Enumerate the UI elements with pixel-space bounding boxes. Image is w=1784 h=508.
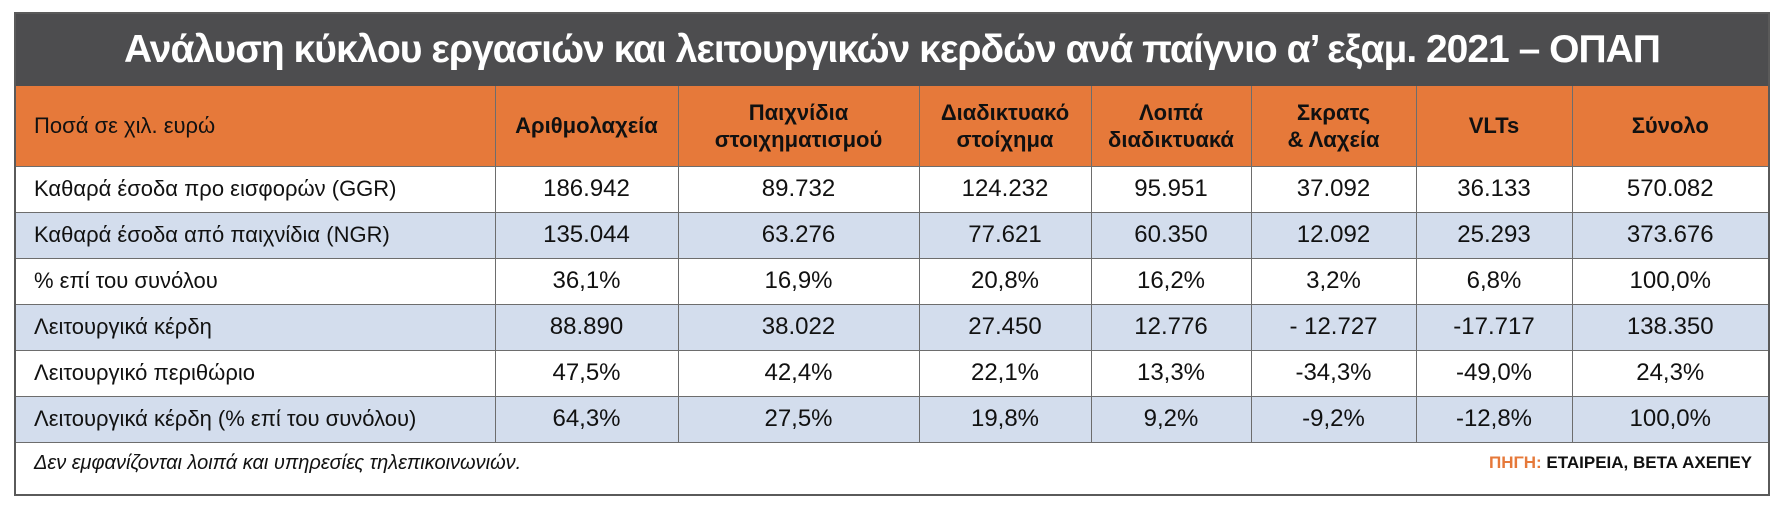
table-cell: 89.732 bbox=[678, 166, 920, 213]
data-table: Ποσά σε χιλ. ευρώ Αριθμολαχεία Παιχνίδια… bbox=[16, 86, 1768, 443]
table-row: Λειτουργικό περιθώριο 47,5% 42,4% 22,1% … bbox=[16, 350, 1768, 397]
table-cell: 36,1% bbox=[495, 258, 679, 305]
column-header: Σύνολο bbox=[1572, 86, 1768, 167]
column-header-line: & Λαχεία bbox=[1287, 126, 1380, 152]
row-label: Λειτουργικά κέρδη bbox=[16, 304, 496, 351]
table-cell: 88.890 bbox=[495, 304, 679, 351]
table-cell: 38.022 bbox=[678, 304, 920, 351]
table-cell: 37.092 bbox=[1251, 166, 1417, 213]
table-cell: -17.717 bbox=[1416, 304, 1573, 351]
table-cell: 373.676 bbox=[1572, 212, 1768, 259]
table-row: Καθαρά έσοδα προ εισφορών (GGR) 186.942 … bbox=[16, 166, 1768, 213]
row-label: Λειτουργικά κέρδη (% επί του συνόλου) bbox=[16, 396, 496, 443]
column-header-line: στοιχηματισμού bbox=[714, 126, 883, 152]
table-footer: Δεν εμφανίζονται λοιπά και υπηρεσίες τηλ… bbox=[16, 443, 1768, 484]
row-label: Καθαρά έσοδα από παιχνίδια (NGR) bbox=[16, 212, 496, 259]
table-cell: 27,5% bbox=[678, 396, 920, 443]
table-cell: 27.450 bbox=[919, 304, 1092, 351]
column-header-line: στοίχημα bbox=[956, 126, 1054, 152]
table-cell: -9,2% bbox=[1251, 396, 1417, 443]
table-cell: 16,9% bbox=[678, 258, 920, 305]
row-label: % επί του συνόλου bbox=[16, 258, 496, 305]
table-cell: 135.044 bbox=[495, 212, 679, 259]
table-cell: 60.350 bbox=[1091, 212, 1252, 259]
row-label: Λειτουργικό περιθώριο bbox=[16, 350, 496, 397]
table-row: Λειτουργικά κέρδη 88.890 38.022 27.450 1… bbox=[16, 304, 1768, 351]
column-header: Σκρατς & Λαχεία bbox=[1251, 86, 1417, 167]
column-header: Αριθμολαχεία bbox=[495, 86, 679, 167]
table-cell: 25.293 bbox=[1416, 212, 1573, 259]
corner-label: Ποσά σε χιλ. ευρώ bbox=[16, 86, 496, 167]
table-cell: 12.776 bbox=[1091, 304, 1252, 351]
table-cell: 124.232 bbox=[919, 166, 1092, 213]
table-cell: 100,0% bbox=[1572, 396, 1768, 443]
table-title: Ανάλυση κύκλου εργασιών και λειτουργικών… bbox=[16, 14, 1768, 86]
column-header: Παιχνίδια στοιχηματισμού bbox=[678, 86, 920, 167]
table-cell: 9,2% bbox=[1091, 396, 1252, 443]
table-cell: 570.082 bbox=[1572, 166, 1768, 213]
column-header: Λοιπά διαδικτυακά bbox=[1091, 86, 1252, 167]
table-cell: 24,3% bbox=[1572, 350, 1768, 397]
table-cell: 42,4% bbox=[678, 350, 920, 397]
table-cell: 186.942 bbox=[495, 166, 679, 213]
table-cell: 16,2% bbox=[1091, 258, 1252, 305]
table-cell: 20,8% bbox=[919, 258, 1092, 305]
column-header-line: Λοιπά bbox=[1139, 99, 1203, 125]
column-header-line: Σκρατς bbox=[1296, 99, 1371, 125]
source-credit: ΠΗΓΗ: ΕΤΑΙΡΕΙΑ, ΒΕΤΑ ΑΧΕΠΕΥ bbox=[1489, 453, 1752, 473]
source-text: ΕΤΑΙΡΕΙΑ, ΒΕΤΑ ΑΧΕΠΕΥ bbox=[1546, 453, 1752, 472]
table-cell: 36.133 bbox=[1416, 166, 1573, 213]
table-frame: Ανάλυση κύκλου εργασιών και λειτουργικών… bbox=[14, 12, 1770, 496]
table-cell: 63.276 bbox=[678, 212, 920, 259]
column-header-line: Διαδικτυακό bbox=[940, 99, 1070, 125]
table-cell: 22,1% bbox=[919, 350, 1092, 397]
table-cell: 12.092 bbox=[1251, 212, 1417, 259]
column-header-line: Σύνολο bbox=[1631, 113, 1709, 139]
table-row: Καθαρά έσοδα από παιχνίδια (NGR) 135.044… bbox=[16, 212, 1768, 259]
table-cell: 95.951 bbox=[1091, 166, 1252, 213]
row-label: Καθαρά έσοδα προ εισφορών (GGR) bbox=[16, 166, 496, 213]
table-row: % επί του συνόλου 36,1% 16,9% 20,8% 16,2… bbox=[16, 258, 1768, 305]
column-header: Διαδικτυακό στοίχημα bbox=[919, 86, 1092, 167]
source-label: ΠΗΓΗ: bbox=[1488, 453, 1542, 472]
table-cell: 77.621 bbox=[919, 212, 1092, 259]
table-cell: 47,5% bbox=[495, 350, 679, 397]
column-header-line: Παιχνίδια bbox=[748, 99, 849, 125]
table-cell: -49,0% bbox=[1416, 350, 1573, 397]
footnote: Δεν εμφανίζονται λοιπά και υπηρεσίες τηλ… bbox=[34, 451, 522, 474]
table-cell: 6,8% bbox=[1416, 258, 1573, 305]
table-row: Λειτουργικά κέρδη (% επί του συνόλου) 64… bbox=[16, 396, 1768, 443]
table-cell: 100,0% bbox=[1572, 258, 1768, 305]
column-header-line: Αριθμολαχεία bbox=[515, 113, 658, 139]
table-cell: - 12.727 bbox=[1251, 304, 1417, 351]
table-cell: -12,8% bbox=[1416, 396, 1573, 443]
table-cell: 3,2% bbox=[1251, 258, 1417, 305]
table-cell: 19,8% bbox=[919, 396, 1092, 443]
header-row: Ποσά σε χιλ. ευρώ Αριθμολαχεία Παιχνίδια… bbox=[16, 86, 1768, 167]
table-cell: 13,3% bbox=[1091, 350, 1252, 397]
column-header-line: VLTs bbox=[1468, 113, 1520, 139]
column-header-line: διαδικτυακά bbox=[1108, 126, 1234, 152]
column-header: VLTs bbox=[1416, 86, 1573, 167]
table-cell: -34,3% bbox=[1251, 350, 1417, 397]
table-cell: 138.350 bbox=[1572, 304, 1768, 351]
table-cell: 64,3% bbox=[495, 396, 679, 443]
